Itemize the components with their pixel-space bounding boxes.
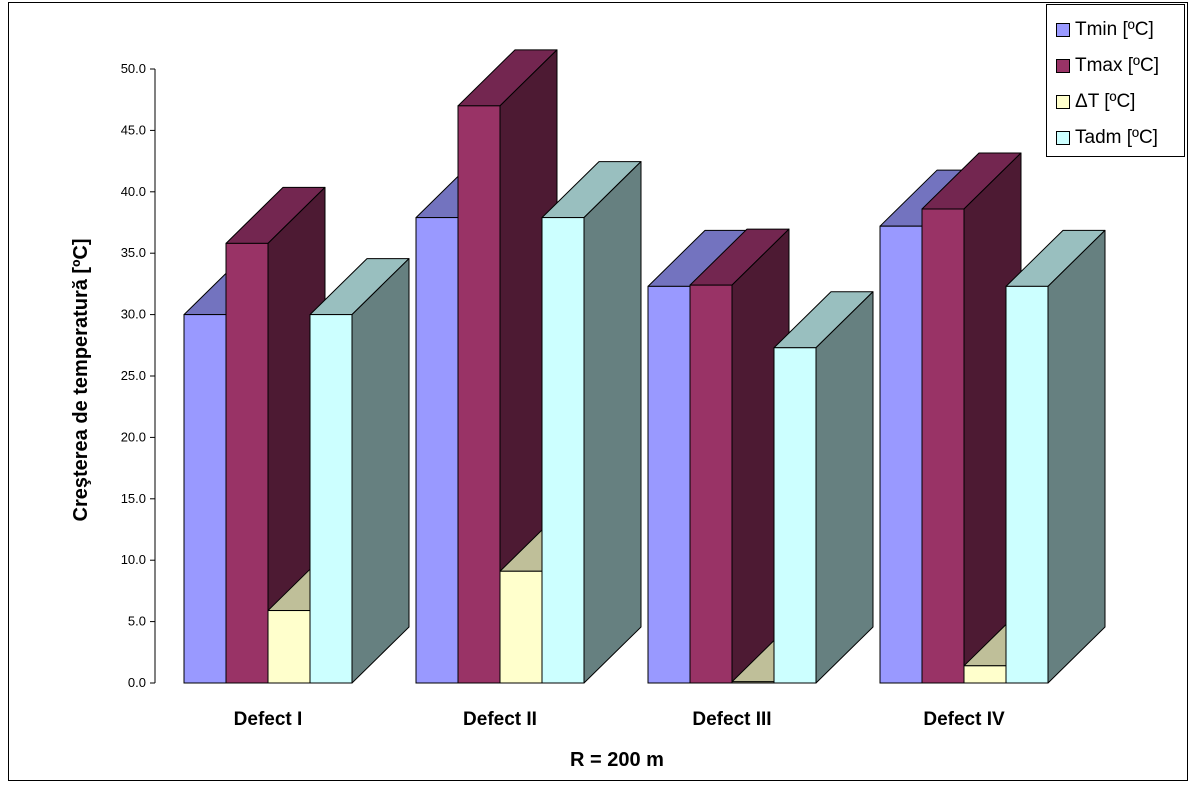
bar-front — [921, 208, 965, 684]
x-axis-labels: Defect I Defect II Defect III Defect IV — [234, 709, 1005, 730]
bar-front — [963, 665, 1007, 684]
bar-front — [879, 225, 923, 684]
legend-item: Tmin [ºC] — [1047, 12, 1184, 48]
bar-front — [267, 610, 311, 684]
y-tick-label: 15.0 — [121, 491, 146, 506]
legend-item: ΔT [ºC] — [1047, 84, 1184, 120]
x-tick-label: Defect III — [692, 709, 771, 730]
legend-item: Tmax [ºC] — [1047, 48, 1184, 84]
x-tick-label: Defect I — [234, 709, 303, 730]
y-axis: 0.0 5.0 10.0 15.0 20.0 25.0 30.0 35.0 40.0 45.0 50… — [121, 61, 156, 690]
legend: Tmin [ºC] Tmax [ºC] ΔT [ºC] Tadm [ºC] — [1046, 4, 1185, 157]
y-tick-label: 30.0 — [121, 307, 146, 322]
bar-front — [457, 105, 501, 684]
bars-group — [183, 49, 1106, 684]
legend-swatch — [1056, 95, 1070, 109]
y-tick-label: 10.0 — [121, 552, 146, 567]
x-tick-label: Defect IV — [923, 709, 1005, 730]
bar — [541, 161, 642, 684]
y-tick-label: 45.0 — [121, 122, 146, 137]
y-tick-label: 50.0 — [121, 61, 146, 76]
legend-label: Tmax [ºC] — [1075, 55, 1159, 76]
bar — [689, 228, 790, 684]
y-tick-label: 40.0 — [121, 184, 146, 199]
y-tick-label: 25.0 — [121, 368, 146, 383]
bar-front — [309, 314, 353, 684]
y-tick-label: 20.0 — [121, 429, 146, 444]
bar-front — [731, 681, 775, 684]
bar-side — [351, 258, 410, 684]
bar-front — [415, 217, 459, 684]
bar-side — [1047, 229, 1106, 684]
legend-item: Tadm [ºC] — [1047, 120, 1184, 156]
bar-front — [773, 347, 817, 684]
bar-side — [815, 291, 874, 684]
y-tick-label: 0.0 — [128, 675, 146, 690]
y-tick-label: 5.0 — [128, 614, 146, 629]
bar-front — [647, 285, 691, 684]
bar — [309, 258, 410, 684]
legend-label: Tadm [ºC] — [1075, 127, 1158, 148]
y-axis-title: Creşterea de temperatură [ºC] — [70, 239, 92, 522]
x-axis-title: R = 200 m — [570, 749, 664, 771]
bar-front — [689, 284, 733, 684]
bar — [773, 291, 874, 684]
bar-side — [583, 161, 642, 684]
y-tick-label: 35.0 — [121, 245, 146, 260]
bar — [1005, 229, 1106, 684]
bar-front — [541, 217, 585, 684]
x-tick-label: Defect II — [463, 709, 537, 730]
legend-swatch — [1056, 131, 1070, 145]
bar-front — [499, 570, 543, 684]
bar-front — [1005, 285, 1049, 684]
bar-front — [225, 242, 269, 684]
bar-front — [183, 314, 227, 684]
legend-swatch — [1056, 59, 1070, 73]
legend-label: ΔT [ºC] — [1075, 91, 1136, 112]
legend-label: Tmin [ºC] — [1075, 19, 1154, 40]
legend-swatch — [1056, 23, 1070, 37]
